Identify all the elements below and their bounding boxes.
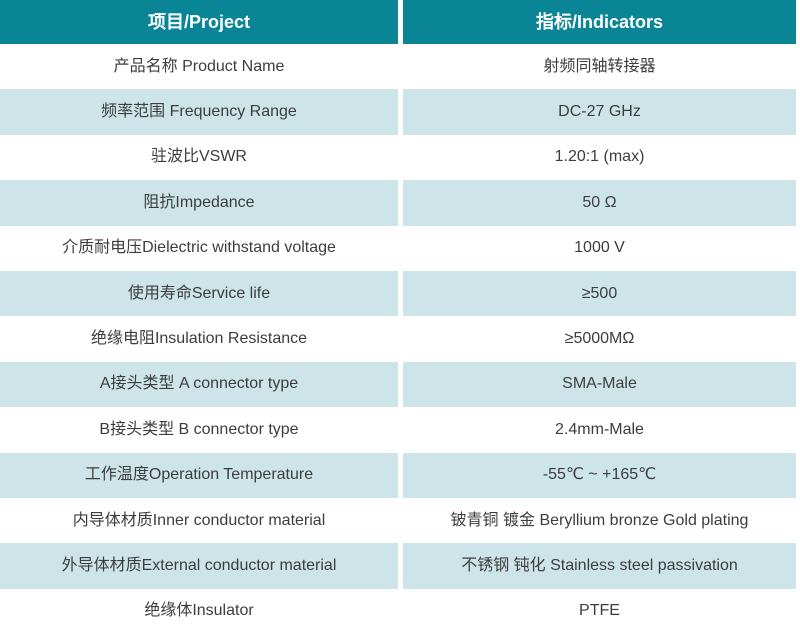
- indicator-cell: PTFE: [403, 588, 796, 634]
- indicator-cell: 1000 V: [403, 225, 796, 271]
- indicator-cell: ≥500: [403, 270, 796, 317]
- indicator-cell: 不锈钢 钝化 Stainless steel passivation: [403, 543, 796, 589]
- spec-row-insulation-resistance: 绝缘电阻Insulation Resistance ≥5000MΩ: [0, 316, 796, 362]
- spec-row-service-life: 使用寿命Service life ≥500: [0, 270, 796, 317]
- project-cell: 介质耐电压Dielectric withstand voltage: [0, 225, 398, 271]
- project-cell: 频率范围 Frequency Range: [0, 89, 398, 135]
- spec-row-vswr: 驻波比VSWR 1.20:1 (max): [0, 134, 796, 181]
- header-cell-project: 项目/Project: [0, 0, 398, 44]
- indicator-cell: 2.4mm-Male: [403, 407, 796, 453]
- indicator-cell: 1.20:1 (max): [403, 134, 796, 181]
- spec-row-frequency-range: 频率范围 Frequency Range DC-27 GHz: [0, 89, 796, 135]
- indicator-cell: SMA-Male: [403, 361, 796, 408]
- spec-row-a-connector-type: A接头类型 A connector type SMA-Male: [0, 361, 796, 408]
- spec-row-impedance: 阻抗Impedance 50 Ω: [0, 180, 796, 226]
- project-cell: 驻波比VSWR: [0, 134, 398, 181]
- spec-row-product-name: 产品名称 Product Name 射频同轴转接器: [0, 44, 796, 90]
- project-cell: 绝缘电阻Insulation Resistance: [0, 316, 398, 362]
- indicator-cell: DC-27 GHz: [403, 89, 796, 135]
- project-cell: 产品名称 Product Name: [0, 44, 398, 90]
- spec-row-insulator: 绝缘体Insulator PTFE: [0, 588, 796, 634]
- indicator-cell: 铍青铜 镀金 Beryllium bronze Gold plating: [403, 497, 796, 544]
- project-cell: 工作温度Operation Temperature: [0, 452, 398, 498]
- spec-row-dielectric-withstand-voltage: 介质耐电压Dielectric withstand voltage 1000 V: [0, 225, 796, 271]
- spec-row-inner-conductor-material: 内导体材质Inner conductor material 铍青铜 镀金 Ber…: [0, 497, 796, 544]
- spec-row-operation-temperature: 工作温度Operation Temperature -55℃ ~ +165℃: [0, 452, 796, 498]
- project-cell: A接头类型 A connector type: [0, 361, 398, 408]
- project-cell: 绝缘体Insulator: [0, 588, 398, 634]
- spec-row-b-connector-type: B接头类型 B connector type 2.4mm-Male: [0, 407, 796, 453]
- indicator-cell: 射频同轴转接器: [403, 44, 796, 90]
- header-row: 项目/Project 指标/Indicators: [0, 0, 796, 44]
- header-cell-indicators: 指标/Indicators: [403, 0, 796, 44]
- project-cell: 内导体材质Inner conductor material: [0, 497, 398, 544]
- project-cell: 外导体材质External conductor material: [0, 543, 398, 589]
- indicator-cell: 50 Ω: [403, 180, 796, 226]
- project-cell: B接头类型 B connector type: [0, 407, 398, 453]
- spec-row-external-conductor-material: 外导体材质External conductor material 不锈钢 钝化 …: [0, 543, 796, 589]
- indicator-cell: ≥5000MΩ: [403, 316, 796, 362]
- project-cell: 使用寿命Service life: [0, 270, 398, 317]
- project-cell: 阻抗Impedance: [0, 180, 398, 226]
- indicator-cell: -55℃ ~ +165℃: [403, 452, 796, 498]
